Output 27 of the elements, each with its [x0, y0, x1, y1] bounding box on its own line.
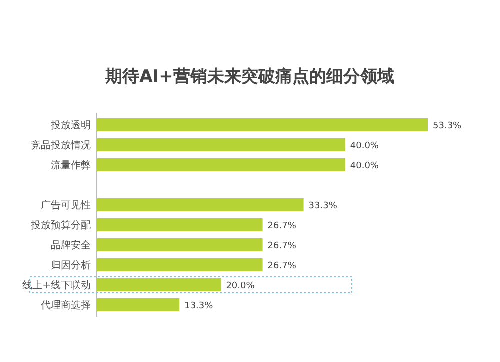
chart-title: 期待AI+营销未来突破痛点的细分领域	[104, 67, 394, 87]
bar	[97, 198, 304, 212]
bar	[97, 258, 263, 272]
y-tick-label: 广告可见性	[41, 200, 91, 212]
y-tick-label: 代理商选择	[40, 300, 91, 312]
y-tick-label: 竞品投放情况	[31, 140, 91, 152]
bar	[97, 158, 346, 172]
y-tick-label: 流量作弊	[51, 160, 91, 172]
data-label: 26.7%	[268, 222, 297, 232]
bar	[97, 118, 428, 132]
bar	[97, 278, 222, 292]
y-tick-label: 归因分析	[51, 260, 91, 272]
y-tick-label: 投放透明	[50, 120, 91, 132]
data-label: 53.3%	[433, 122, 462, 132]
y-tick-label: 品牌安全	[51, 240, 91, 252]
data-label: 40.0%	[350, 162, 380, 172]
data-label: 13.3%	[184, 302, 214, 312]
y-tick-label: 投放预算分配	[30, 220, 91, 232]
data-label: 26.7%	[268, 242, 297, 252]
bar	[97, 298, 180, 312]
data-label: 33.3%	[308, 202, 338, 212]
bar	[97, 218, 263, 232]
data-label: 26.7%	[268, 262, 297, 272]
bar	[97, 238, 263, 252]
data-label: 20.0%	[226, 282, 256, 292]
bar	[97, 138, 346, 152]
data-label: 40.0%	[350, 142, 380, 152]
